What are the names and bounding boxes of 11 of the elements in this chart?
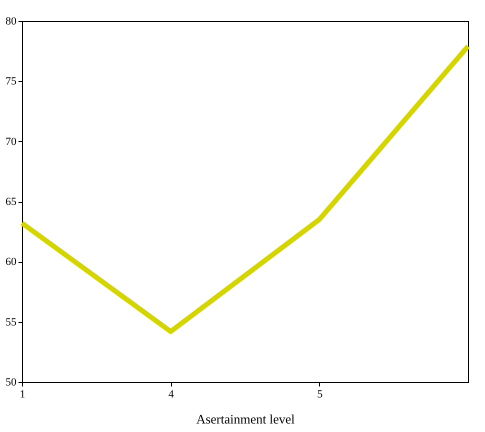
x-axis-title: Asertainment level — [196, 412, 296, 426]
x-tick-label: 1 — [20, 388, 26, 400]
x-tick-label: 5 — [317, 388, 324, 400]
y-tick-label: 50 — [6, 376, 17, 388]
x-tick-label: 4 — [168, 388, 174, 400]
y-tick-label: 70 — [6, 136, 17, 148]
y-tick-label: 60 — [6, 256, 17, 268]
y-tick-label: 55 — [6, 316, 17, 328]
y-tick-label: 65 — [6, 196, 17, 208]
y-tick-label: 80 — [6, 16, 17, 28]
y-tick-label: 75 — [6, 76, 17, 88]
